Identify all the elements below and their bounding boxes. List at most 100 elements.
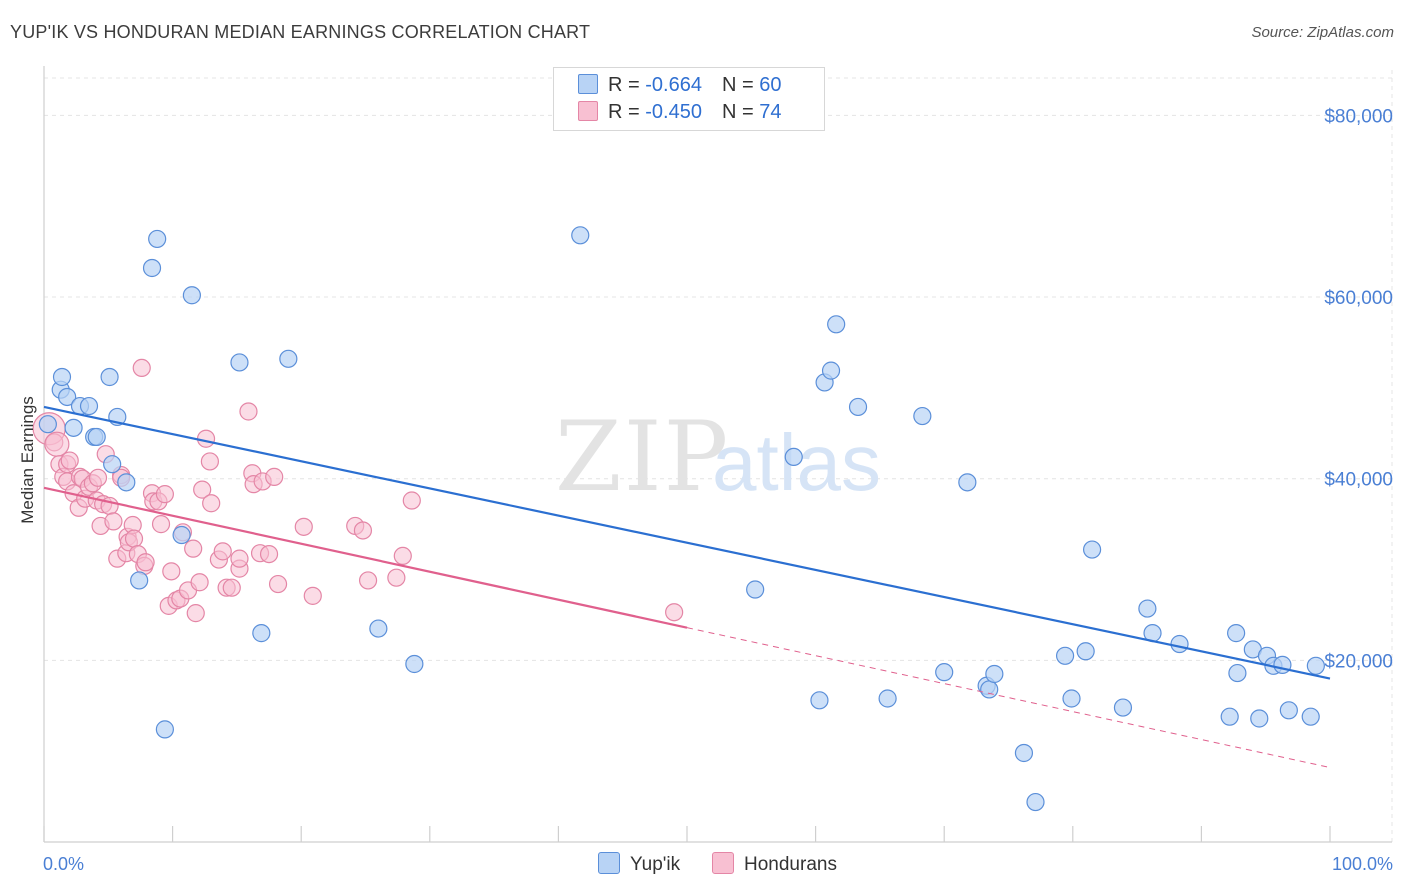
yupik-point	[142, 258, 162, 278]
honduran-point	[202, 494, 221, 513]
x-tick-labels: 0.0% 100.0%	[43, 854, 1393, 874]
yupik-point	[1301, 707, 1320, 726]
y-tick-labels: $20,000 $40,000 $60,000 $80,000	[1324, 106, 1393, 672]
legend-row-hondurans: R = -0.450 N = 74	[578, 101, 793, 129]
honduran-point	[151, 515, 171, 534]
yupik-point	[87, 427, 106, 447]
yupik-point	[810, 691, 829, 710]
yupik-point	[58, 387, 77, 407]
legend-n-label: N =	[721, 101, 760, 123]
yupik-point	[279, 349, 298, 368]
honduran-point	[268, 574, 288, 594]
honduran-point	[222, 578, 241, 597]
y-axis-label: Median Earnings	[18, 396, 37, 524]
yupik-point	[1138, 599, 1157, 618]
honduran-point	[230, 549, 249, 568]
yupik-point	[1228, 663, 1247, 683]
yupik-point	[1113, 698, 1133, 717]
honduran-point	[393, 546, 412, 566]
legend-row-yupik: R = -0.664 N = 60	[578, 74, 781, 102]
chart-title: YUP'IK VS HONDURAN MEDIAN EARNINGS CORRE…	[10, 22, 591, 42]
legend-swatch-pink	[578, 101, 598, 121]
bottom-legend-label-yupik: Yup'ik	[630, 854, 681, 875]
honduran-point	[358, 571, 378, 590]
yupik-point	[878, 689, 897, 708]
yupik-point	[935, 663, 954, 682]
yupik-point	[155, 720, 174, 739]
legend-r-label: R =	[608, 101, 646, 123]
bottom-legend-swatch-blue	[598, 852, 620, 874]
yupik-point	[784, 447, 803, 467]
honduran-point	[104, 512, 123, 531]
yupik-point	[571, 226, 590, 245]
axes	[43, 66, 1392, 843]
yupik-point	[1026, 792, 1045, 812]
correlation-legend: R = -0.664 N = 60 R = -0.450 N = 74	[553, 67, 825, 131]
yupik-point	[1062, 689, 1081, 708]
yupik-point	[1014, 743, 1034, 763]
hondurans-points	[32, 358, 684, 623]
honduran-point	[190, 573, 209, 592]
yupik-point	[985, 664, 1004, 684]
bottom-legend-label-hondurans: Hondurans	[744, 854, 837, 875]
bottom-legend-yupik: Yup'ik	[598, 852, 680, 876]
yupik-point	[172, 525, 191, 545]
honduran-point	[162, 562, 181, 581]
yupik-point	[52, 367, 72, 387]
legend-r-label: R =	[608, 74, 646, 96]
trend-lines	[43, 405, 1331, 769]
yupik-point	[103, 455, 122, 474]
legend-r-value: -0.664	[645, 74, 702, 96]
y-tick-label: $20,000	[1324, 651, 1393, 672]
y-tick-label: $40,000	[1324, 470, 1393, 491]
honduran-trend-line	[43, 486, 688, 629]
yupik-point	[1250, 709, 1269, 728]
watermark-zip: ZIP	[555, 401, 730, 513]
legend-swatch-blue	[578, 74, 598, 94]
yupik-point	[958, 473, 977, 492]
yupik-point	[746, 580, 765, 599]
yupik-point	[913, 406, 932, 426]
yupik-point	[252, 624, 271, 643]
yupik-point	[980, 680, 999, 699]
honduran-point	[294, 517, 313, 536]
honduran-point	[265, 467, 284, 486]
source-label: Source: ZipAtlas.com	[1251, 24, 1394, 41]
honduran-trend-extension	[686, 627, 1331, 769]
honduran-point	[303, 586, 322, 605]
honduran-point	[402, 491, 421, 510]
yupik-point	[1170, 634, 1189, 654]
yupik-point	[79, 396, 99, 416]
yupik-point	[64, 418, 83, 437]
yupik-point	[1220, 707, 1239, 726]
yupik-point	[1055, 646, 1075, 665]
yupik-trend-line	[43, 405, 1331, 680]
yupik-point	[405, 654, 424, 674]
yupik-points	[38, 226, 1325, 812]
legend-r-value: -0.450	[645, 101, 702, 123]
honduran-point	[193, 480, 212, 499]
watermark: ZIP atlas	[555, 401, 881, 513]
honduran-point	[213, 542, 232, 561]
y-tick-label: $60,000	[1324, 288, 1393, 309]
yupik-point	[1306, 656, 1325, 675]
yupik-point	[1227, 624, 1246, 643]
honduran-point	[239, 402, 258, 421]
honduran-point	[353, 521, 373, 540]
honduran-point	[200, 452, 219, 471]
yupik-point	[100, 367, 119, 387]
yupik-point	[827, 315, 846, 334]
yupik-point	[1082, 540, 1102, 559]
yupik-point	[1279, 701, 1298, 720]
honduran-point	[136, 553, 155, 572]
honduran-point	[184, 539, 203, 558]
yupik-point	[848, 397, 868, 417]
yupik-point	[1076, 642, 1095, 661]
yupik-point	[117, 473, 136, 492]
yupik-point	[369, 619, 388, 638]
honduran-point	[124, 529, 144, 548]
honduran-point	[665, 603, 684, 622]
x-tick-label: 0.0%	[43, 854, 84, 874]
honduran-point	[155, 485, 174, 504]
